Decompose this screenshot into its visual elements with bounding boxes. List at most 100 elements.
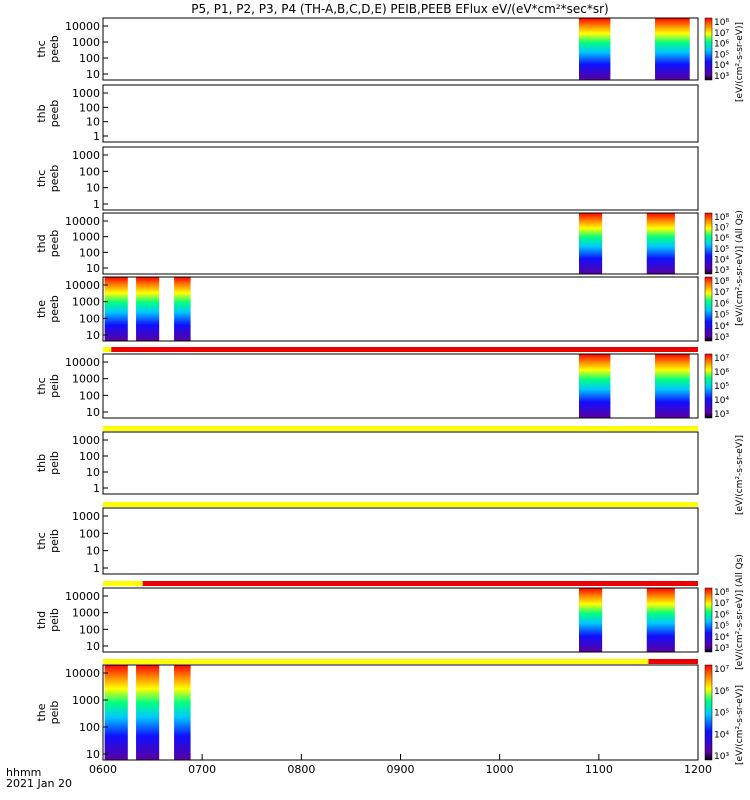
colorbar-label-3-2: 10⁵ bbox=[714, 245, 729, 255]
panel-ylabel-5-0: thc bbox=[35, 377, 48, 394]
side-unit-label-allqs-upper: [eV/(cm²-s-sr-eV)] (All Qs) bbox=[735, 210, 745, 326]
ytick-label-4-1: 100 bbox=[79, 312, 100, 325]
colorbar-label-0-5: 10⁸ bbox=[714, 18, 729, 28]
ytick-label-3-3: 10000 bbox=[65, 215, 100, 228]
spectrogram-block-3-1 bbox=[646, 213, 675, 274]
side-unit-label-top: [eV/(cm²-s-sr-eV)] bbox=[735, 22, 745, 102]
ytick-label-2-3: 1000 bbox=[72, 149, 100, 162]
spectrogram-block-9-0 bbox=[104, 665, 128, 760]
ytick-label-5-2: 1000 bbox=[72, 373, 100, 386]
ytick-label-1-0: 1 bbox=[93, 130, 100, 143]
xtick-label-3: 0900 bbox=[387, 763, 415, 776]
colorbar-label-3-4: 10⁷ bbox=[714, 224, 729, 234]
xtick-label-0: 0600 bbox=[89, 763, 117, 776]
ytick-label-3-1: 100 bbox=[79, 246, 100, 259]
colorbar-label-0-2: 10⁵ bbox=[714, 50, 729, 60]
spectrogram-block-4-0 bbox=[104, 277, 128, 341]
ytick-label-5-1: 100 bbox=[79, 389, 100, 402]
xtick-label-1: 0700 bbox=[188, 763, 216, 776]
colorbar-label-3-1: 10⁴ bbox=[714, 255, 729, 265]
xtick-label-2: 0800 bbox=[287, 763, 315, 776]
panel-frame-8 bbox=[102, 587, 699, 653]
panel-frame-2 bbox=[102, 146, 699, 211]
ytick-label-3-0: 10 bbox=[86, 262, 100, 275]
panel-frame-0 bbox=[102, 17, 699, 81]
side-unit-label-bottom: [eV/(cm²-s-sr-eV)] bbox=[735, 685, 745, 765]
colorbar-label-0-4: 10⁷ bbox=[714, 29, 729, 39]
panel-ylabel-6-0: thb bbox=[35, 454, 48, 472]
date-label: 2021 Jan 20 bbox=[6, 777, 72, 790]
xtick-label-5: 1100 bbox=[585, 763, 613, 776]
ytick-label-7-0: 1 bbox=[93, 562, 100, 575]
ytick-label-5-0: 10 bbox=[86, 406, 100, 419]
colorbar-label-9-0: 10³ bbox=[714, 752, 729, 762]
colorbar-4 bbox=[704, 276, 713, 342]
ytick-label-2-2: 100 bbox=[79, 165, 100, 178]
colorbar-label-9-2: 10⁵ bbox=[714, 709, 729, 719]
colorbar-label-3-0: 10³ bbox=[714, 266, 729, 276]
panel-ylabel-3-1: peeb bbox=[48, 230, 61, 258]
side-unit-label-allqs-lower: [eV/(cm²-s-sr-eV)] (All Qs) bbox=[735, 554, 745, 670]
x-axis: 0600 0700 0800 0900 1000 1100 1200 bbox=[89, 754, 712, 776]
colorbar-label-4-0: 10³ bbox=[714, 333, 729, 343]
panel-frame-1 bbox=[102, 84, 699, 143]
panel-ylabel-2-0: thc bbox=[35, 170, 48, 187]
panel-ylabel-1-1: peeb bbox=[48, 100, 61, 128]
panel-9: 10 100 1000 10000 the peib 10³ 10⁴ 10⁵ 10⁶ 10⁷ bbox=[35, 664, 729, 762]
colorbar-label-3-5: 10⁸ bbox=[714, 213, 729, 223]
ytick-label-8-1: 100 bbox=[79, 623, 100, 636]
panel-ylabel-1-0: thb bbox=[35, 104, 48, 122]
ytick-label-6-0: 1 bbox=[93, 482, 100, 495]
colorbar-label-8-2: 10⁵ bbox=[714, 622, 729, 632]
spectrogram-block-8-1 bbox=[646, 588, 675, 652]
panel-6: 1 10 100 1000 thb peib bbox=[35, 431, 699, 507]
panel-ylabel-4-1: peeb bbox=[48, 295, 61, 323]
ytick-label-6-3: 1000 bbox=[72, 434, 100, 447]
spectrogram-block-9-1 bbox=[136, 665, 160, 760]
ytick-label-2-0: 1 bbox=[93, 198, 100, 211]
ytick-label-1-2: 100 bbox=[79, 101, 100, 114]
ytick-label-9-1: 100 bbox=[79, 721, 100, 734]
ytick-label-4-3: 10000 bbox=[65, 279, 100, 292]
ytick-label-1-1: 10 bbox=[86, 116, 100, 129]
spectrogram-block-4-1 bbox=[136, 277, 160, 341]
panel-frame-6 bbox=[102, 431, 699, 495]
flag-bar-8-0 bbox=[103, 659, 649, 664]
flag-bar-7-0 bbox=[103, 581, 143, 586]
panel-7: 1 10 100 1000 thc peib bbox=[35, 507, 699, 586]
colorbar-label-3-3: 10⁶ bbox=[714, 234, 729, 244]
ytick-label-4-2: 1000 bbox=[72, 296, 100, 309]
ytick-label-3-2: 1000 bbox=[72, 231, 100, 244]
ytick-label-0-3: 10000 bbox=[65, 20, 100, 33]
colorbar-label-5-3: 10⁶ bbox=[714, 368, 729, 378]
colorbar-label-4-5: 10⁸ bbox=[714, 277, 729, 287]
ytick-label-8-0: 10 bbox=[86, 640, 100, 653]
ytick-label-0-2: 1000 bbox=[72, 36, 100, 49]
ytick-label-6-2: 100 bbox=[79, 450, 100, 463]
spectrogram-block-0-1 bbox=[655, 18, 690, 80]
panel-ylabel-7-1: peib bbox=[48, 529, 61, 553]
panel-5: 10 100 1000 10000 thc peib 10³ 10⁴ 10⁵ 10⁶ 10⁷ bbox=[35, 353, 729, 431]
panel-ylabel-7-0: thc bbox=[35, 532, 48, 549]
colorbar-label-8-0: 10³ bbox=[714, 644, 729, 654]
spectrogram-block-8-0 bbox=[579, 588, 603, 652]
colorbar-label-8-1: 10⁴ bbox=[714, 633, 729, 643]
ytick-label-2-1: 10 bbox=[86, 182, 100, 195]
flag-bar-5-0 bbox=[103, 426, 698, 431]
ytick-label-9-3: 10000 bbox=[65, 667, 100, 680]
colorbar-label-9-3: 10⁶ bbox=[714, 687, 729, 697]
ytick-label-7-3: 1000 bbox=[72, 510, 100, 523]
panel-ylabel-5-1: peib bbox=[48, 374, 61, 398]
colorbar-label-4-4: 10⁷ bbox=[714, 288, 729, 298]
spectrogram-block-3-0 bbox=[579, 213, 603, 274]
colorbar-label-5-4: 10⁷ bbox=[714, 354, 729, 364]
ytick-label-1-3: 1000 bbox=[72, 87, 100, 100]
panel-frame-3 bbox=[102, 212, 699, 275]
colorbar-label-8-4: 10⁷ bbox=[714, 599, 729, 609]
flag-bar-7-1 bbox=[142, 581, 698, 586]
